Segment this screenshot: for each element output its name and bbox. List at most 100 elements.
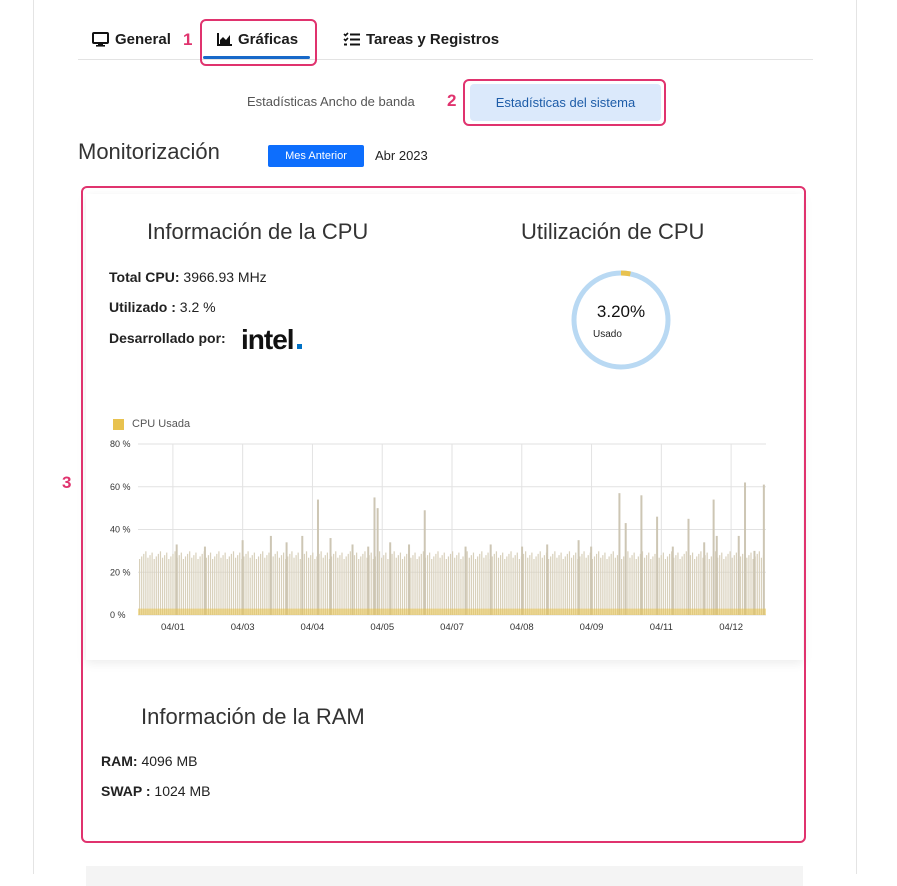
cpu-bar [228, 556, 230, 615]
cpu-bar [320, 551, 322, 615]
cpu-bar [452, 551, 454, 615]
cpu-bar [230, 553, 233, 615]
cpu-bar [333, 553, 335, 615]
cpu-bar [189, 551, 191, 615]
cpu-bar [679, 558, 681, 615]
cpu-used-row: Utilizado : 3.2 % [109, 299, 216, 315]
cpu-bar [483, 557, 485, 615]
cpu-bar [255, 558, 258, 615]
cpu-bar [648, 552, 650, 615]
cpu-bar [466, 551, 468, 615]
tab-tareas-label: Tareas y Registros [366, 30, 500, 48]
cpu-util-donut [571, 270, 671, 370]
cpu-bar [629, 557, 631, 615]
cpu-bar [746, 557, 748, 615]
subtab-system[interactable]: Estadísticas del sistema [470, 84, 661, 121]
intel-logo: intel [241, 324, 295, 355]
cpu-bar [643, 557, 646, 615]
cpu-bar [610, 553, 612, 615]
cpu-bar [337, 557, 339, 615]
tab-tareas[interactable]: Tareas y Registros [343, 24, 499, 54]
cpu-bar [591, 558, 594, 615]
cpu-spike-bar [624, 523, 627, 615]
cpu-spike-bar [640, 495, 643, 615]
cpu-spike-bar [618, 493, 621, 615]
cpu-bar [253, 552, 255, 615]
cpu-bar [397, 555, 399, 615]
cpu-bar [616, 555, 619, 615]
cpu-bar [234, 557, 237, 615]
cpu-bar [566, 553, 568, 615]
cpu-bar [533, 558, 535, 615]
monitor-icon [92, 31, 109, 47]
cpu-bar [750, 552, 752, 615]
annotation-box [463, 79, 666, 126]
cpu-bar [556, 557, 558, 615]
cpu-bar [356, 552, 358, 615]
cpu-spike-bar [715, 535, 718, 615]
cpu-spike-bar [744, 482, 747, 615]
cpu-bar [537, 553, 539, 615]
cpu-util-value: 3.20% [596, 302, 646, 321]
cpu-bar [510, 551, 512, 615]
cpu-bar [157, 553, 159, 615]
cpu-bar [418, 556, 420, 615]
cpu-bar [541, 557, 543, 615]
cpu-bar [733, 555, 735, 615]
cpu-bar [558, 555, 560, 615]
cpu-bar [370, 552, 372, 615]
cpu-bar [237, 555, 239, 615]
cpu-bar [172, 553, 174, 615]
tab-general[interactable]: General [92, 24, 171, 54]
previous-month-button[interactable]: Mes Anterior [268, 145, 364, 167]
cpu-bar [664, 558, 667, 615]
cpu-bar [758, 551, 760, 615]
cpu-bar [353, 555, 356, 615]
cpu-bar [297, 552, 299, 615]
cpu-bar [182, 558, 185, 615]
cpu-spike-bar [590, 546, 593, 615]
cpu-bar [276, 551, 278, 615]
cpu-bar [631, 555, 633, 615]
cpu-bar [207, 555, 210, 615]
cpu-bar [410, 557, 412, 615]
cpu-bar [683, 553, 685, 615]
cpu-bar [147, 557, 149, 615]
cpu-bar [226, 558, 228, 615]
cpu-spike-bar [285, 542, 288, 615]
cpu-bar [652, 556, 654, 615]
cpu-bar [472, 552, 475, 615]
cpu-spike-bar [329, 538, 332, 615]
ram-card [86, 684, 803, 834]
cpu-bar [358, 558, 360, 615]
cpu-bar [391, 553, 393, 615]
cpu-bar [335, 551, 337, 615]
cpu-bar [735, 552, 737, 615]
cpu-bar [491, 556, 493, 615]
cpu-spike-bar [301, 535, 304, 615]
cpu-bar [433, 556, 435, 615]
cpu-bar [212, 558, 214, 615]
subtab-bandwidth[interactable]: Estadísticas Ancho de banda [247, 94, 415, 109]
page-border-left [33, 0, 34, 874]
cpu-bar [366, 557, 368, 615]
cpu-spike-bar [408, 544, 411, 615]
cpu-dev-row: Desarrollado por: [109, 330, 226, 346]
cpu-bar [623, 556, 625, 615]
cpu-bar [468, 557, 470, 615]
x-tick-label: 04/09 [580, 622, 604, 633]
cpu-bar [752, 558, 754, 615]
cpu-bar [272, 556, 274, 615]
cpu-bar [560, 552, 562, 615]
cpu-bar [266, 555, 268, 615]
cpu-bar [404, 556, 406, 615]
tab-graficas[interactable]: Gráficas [217, 24, 298, 54]
cpu-bar [385, 552, 387, 615]
x-tick-label: 04/12 [719, 622, 743, 633]
cpu-bar [439, 557, 441, 615]
cpu-bar [518, 558, 520, 615]
cpu-spike-bar [373, 497, 376, 615]
cpu-bar [499, 555, 502, 615]
cpu-bar [479, 553, 481, 615]
cpu-bar [316, 556, 318, 615]
